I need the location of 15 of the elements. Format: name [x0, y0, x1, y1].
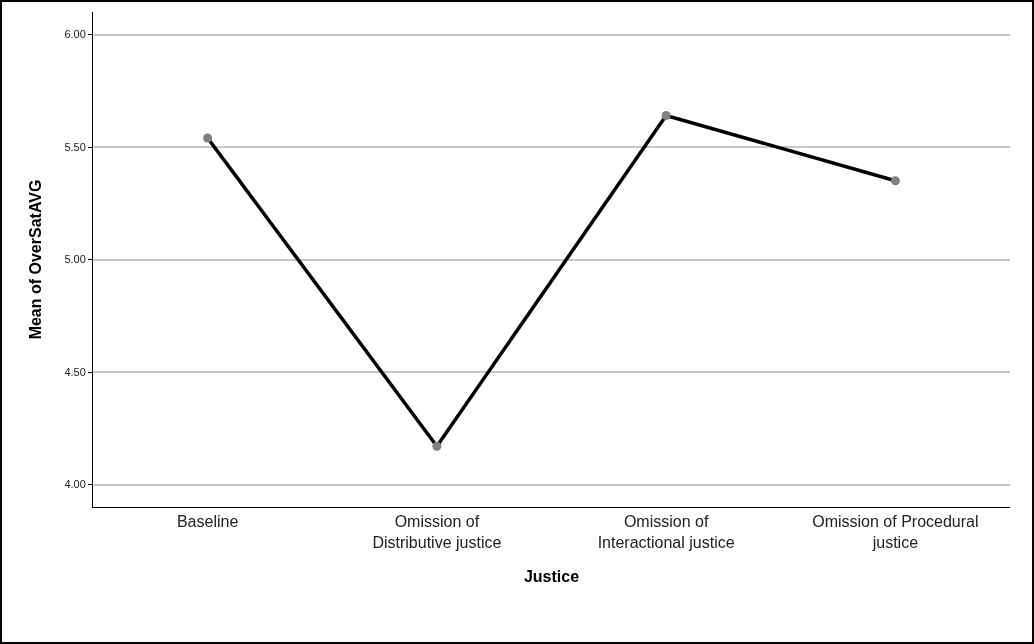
y-tick-label: 4.00 [64, 478, 86, 491]
y-tick-label: 4.50 [64, 365, 86, 378]
x-tick-label: Omission of Interactional justice [597, 513, 735, 551]
point [661, 111, 671, 120]
point [890, 176, 900, 186]
y-tick-label: 5.00 [64, 253, 86, 266]
point [432, 441, 442, 451]
x-tick-label: Omission of Distributive justice [372, 513, 502, 551]
y-axis-title: Mean of OverSatAVG [27, 179, 45, 340]
point [203, 133, 213, 143]
y-tick-label: 5.50 [64, 140, 86, 153]
x-tick-label: Omission of Procedural justice [812, 513, 979, 551]
y-tick-label: 6.00 [64, 28, 86, 41]
x-axis-title: Justice [523, 567, 580, 585]
x-tick-label: Baseline [176, 513, 239, 531]
